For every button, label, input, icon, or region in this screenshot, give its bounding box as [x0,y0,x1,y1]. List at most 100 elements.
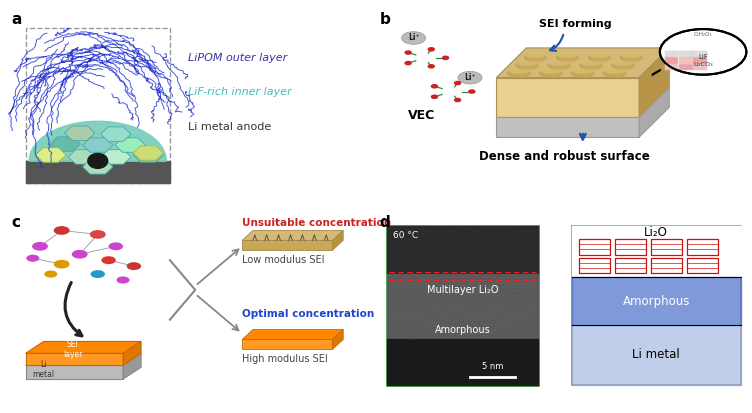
Polygon shape [242,339,332,349]
Text: 5 nm: 5 nm [482,362,503,371]
Ellipse shape [611,63,634,69]
Circle shape [108,242,123,250]
Polygon shape [242,240,332,250]
Text: C₂H₂O₃: C₂H₂O₃ [694,31,712,36]
Ellipse shape [508,71,530,77]
Text: Li metal: Li metal [632,349,680,361]
Text: LiF-rich inner layer: LiF-rich inner layer [188,86,292,97]
Ellipse shape [623,55,640,57]
Circle shape [402,32,426,44]
Text: SEI forming: SEI forming [539,19,611,29]
Ellipse shape [524,55,547,61]
Text: Li⁺: Li⁺ [464,73,476,82]
Circle shape [405,62,411,65]
Ellipse shape [583,62,599,65]
Text: Multilayer Li₂O: Multilayer Li₂O [426,285,499,295]
Ellipse shape [556,55,579,61]
Bar [665,64,678,70]
Polygon shape [26,365,123,379]
Ellipse shape [580,63,602,69]
Circle shape [428,65,434,68]
Ellipse shape [606,70,623,73]
Text: High modulus SEI: High modulus SEI [242,354,328,364]
Polygon shape [83,138,113,152]
Polygon shape [242,330,343,339]
Text: LiPOM outer layer: LiPOM outer layer [188,53,287,63]
Polygon shape [639,88,669,137]
Polygon shape [101,127,131,141]
Circle shape [117,276,129,284]
Polygon shape [133,148,163,162]
Circle shape [53,260,70,268]
Bar [579,258,610,273]
Polygon shape [496,78,639,117]
Polygon shape [496,48,669,78]
Ellipse shape [603,71,626,77]
Ellipse shape [588,55,611,61]
Polygon shape [83,160,113,174]
Ellipse shape [614,62,632,65]
Bar [693,57,707,64]
Bar [651,258,682,273]
Bar [651,239,682,254]
Text: b: b [380,12,390,27]
Polygon shape [26,354,141,365]
Circle shape [53,226,70,235]
Ellipse shape [542,70,559,73]
Circle shape [405,51,411,54]
Polygon shape [101,150,131,164]
Circle shape [89,230,106,239]
Ellipse shape [575,70,591,73]
Bar [679,64,693,70]
Polygon shape [68,150,99,164]
Polygon shape [332,330,343,349]
Polygon shape [639,48,669,117]
Circle shape [32,242,48,251]
Bar [387,226,538,385]
Text: Optimal concentration: Optimal concentration [242,309,374,319]
Ellipse shape [559,55,576,57]
Text: Unsuitable concentration: Unsuitable concentration [242,218,391,228]
Bar [679,57,693,64]
Polygon shape [133,146,163,160]
Circle shape [90,270,105,278]
Ellipse shape [547,63,570,69]
Text: Li
metal: Li metal [32,360,55,379]
Circle shape [26,255,39,262]
Polygon shape [332,230,343,250]
Circle shape [454,81,460,85]
Bar [679,51,693,57]
Bar [615,258,646,273]
Bar [572,226,741,385]
Circle shape [102,256,116,264]
Ellipse shape [550,62,568,65]
Text: 60 °C: 60 °C [393,231,418,240]
Text: a: a [11,12,22,27]
Polygon shape [35,148,66,162]
Text: Li⁺: Li⁺ [408,33,420,43]
Text: Li₂CO₃: Li₂CO₃ [693,62,713,67]
Bar [615,239,646,254]
Polygon shape [115,138,145,152]
Text: VEC: VEC [408,109,435,122]
Bar [26,28,170,183]
Text: Li metal anode: Li metal anode [188,122,271,132]
Text: c: c [11,215,20,230]
Ellipse shape [516,63,538,69]
Bar [693,51,707,57]
Polygon shape [65,126,95,140]
Bar [687,239,718,254]
Ellipse shape [88,154,108,169]
Bar [665,57,678,64]
Circle shape [469,90,475,93]
Bar [687,258,718,273]
Polygon shape [50,137,80,151]
Polygon shape [26,342,141,354]
Polygon shape [123,342,141,365]
Ellipse shape [519,62,535,65]
Bar [579,239,610,254]
Bar [26,161,170,183]
Circle shape [660,29,747,75]
Circle shape [432,85,438,88]
Circle shape [44,271,57,278]
